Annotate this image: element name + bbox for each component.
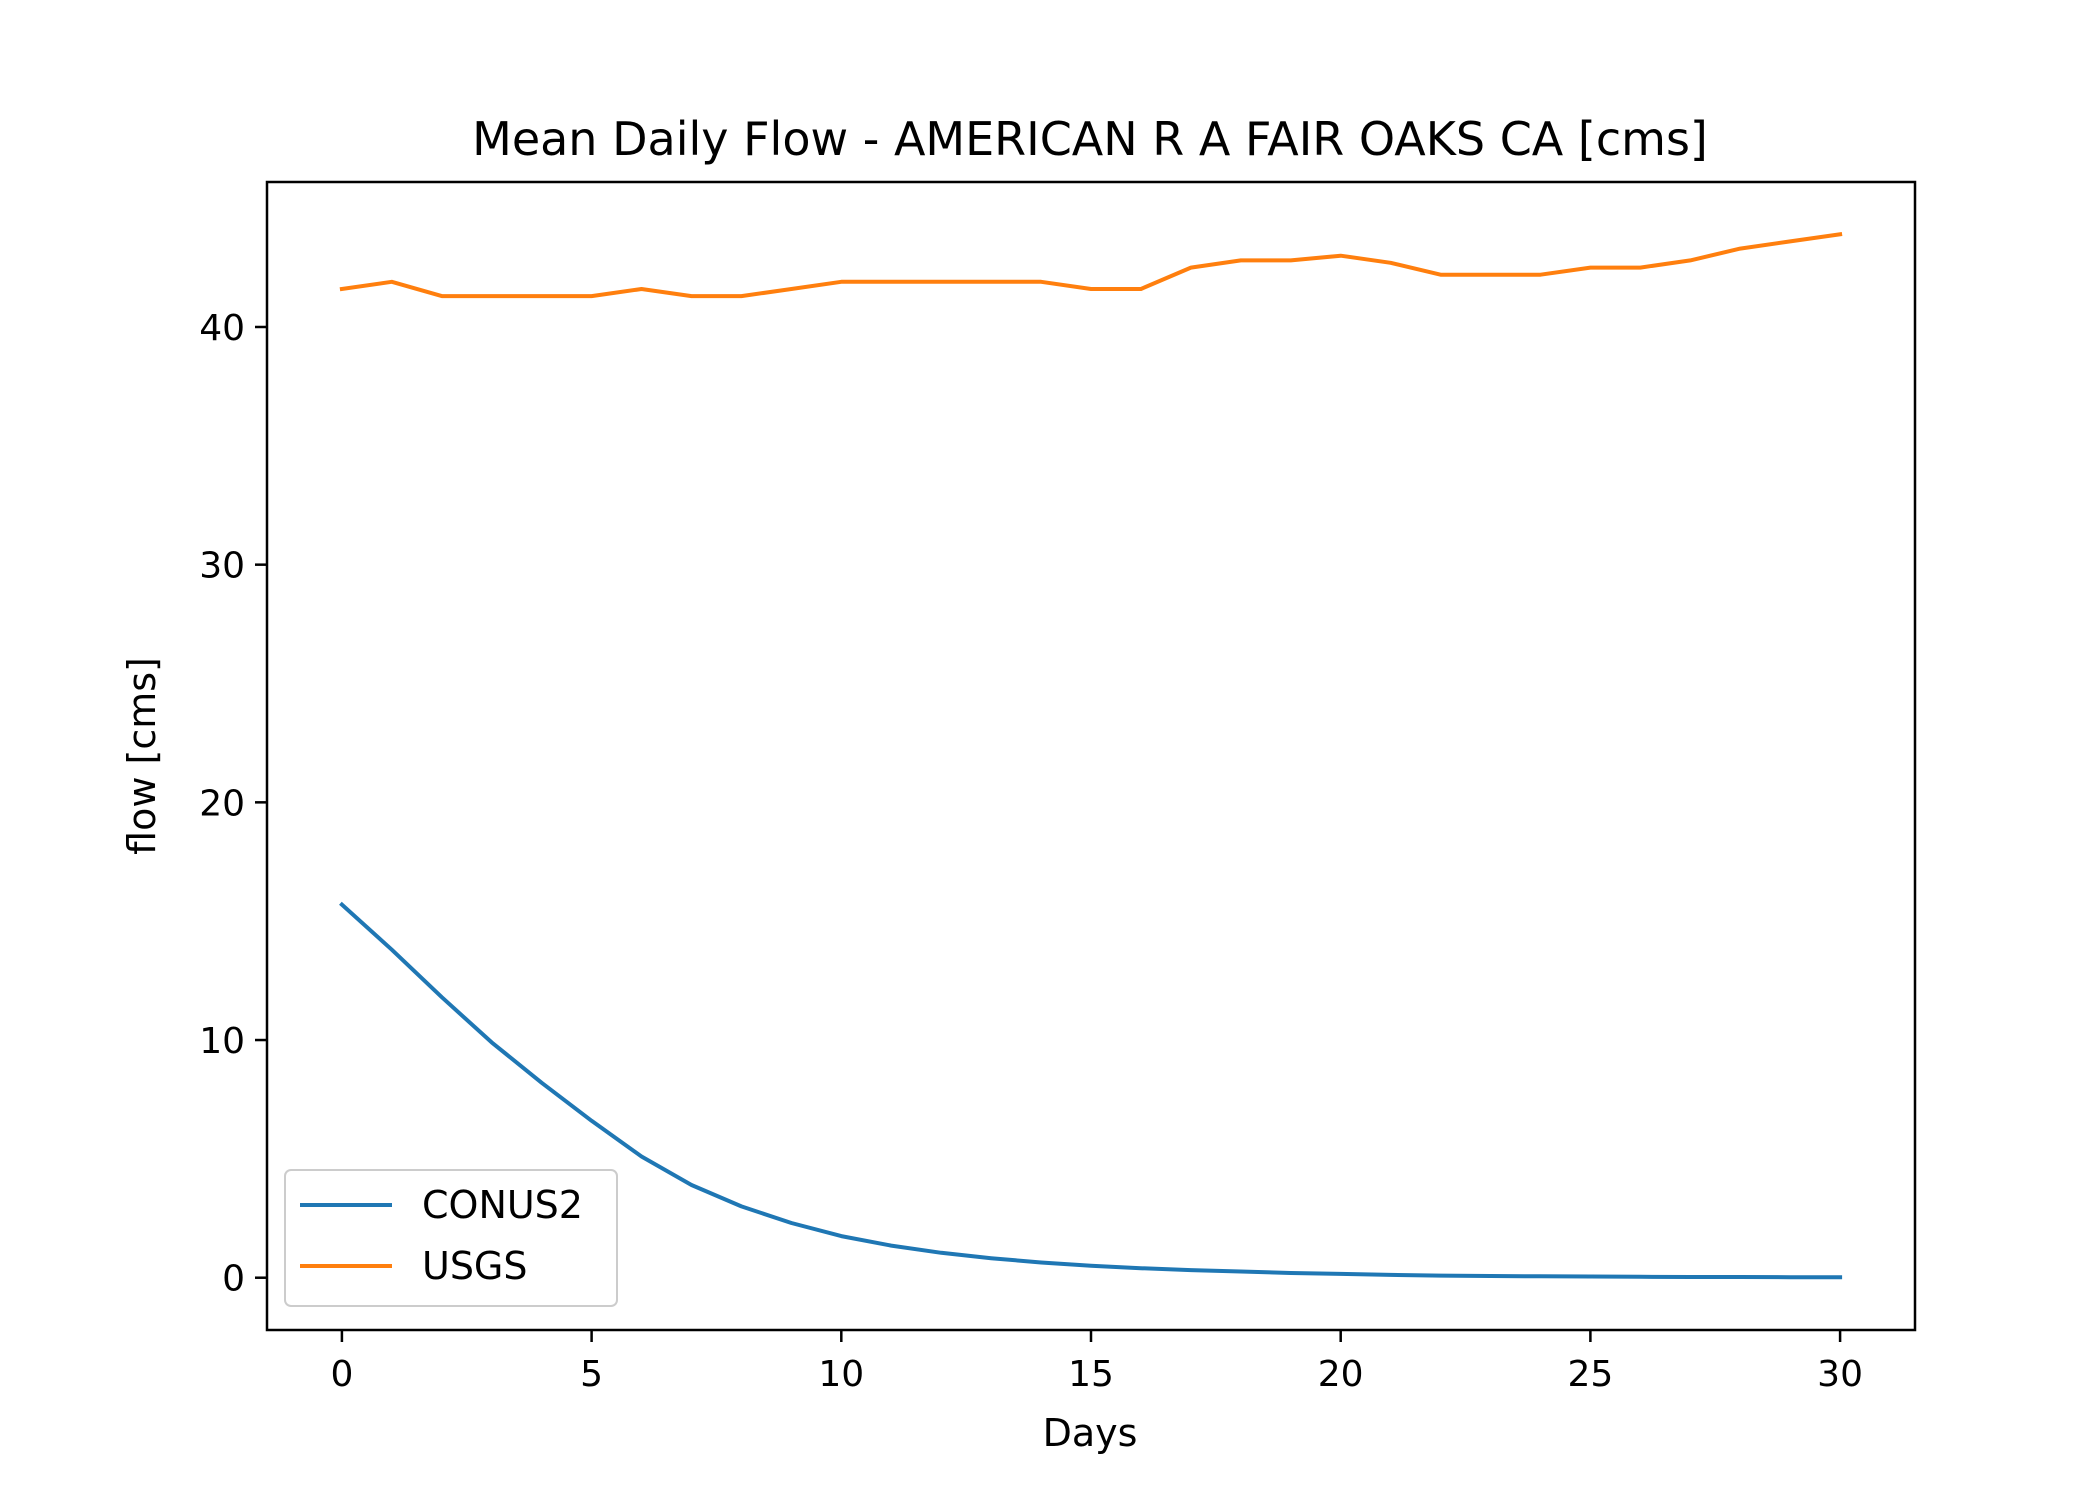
legend-label-conus2: CONUS2 [422,1183,583,1227]
y-tick-label: 40 [199,308,245,349]
chart-title: Mean Daily Flow - AMERICAN R A FAIR OAKS… [472,112,1708,166]
y-tick-label: 0 [222,1259,245,1300]
x-tick-label: 30 [1817,1354,1863,1395]
x-tick-label: 10 [818,1354,864,1395]
x-tick-label: 25 [1567,1354,1613,1395]
series-layer [339,232,1843,1280]
y-tick-label: 10 [199,1021,245,1062]
x-tick-label: 5 [580,1354,603,1395]
y-axis-label: flow [cms] [120,657,164,855]
x-tick-label: 15 [1068,1354,1114,1395]
legend: CONUS2 USGS [284,1169,618,1307]
series-line-conus2 [339,901,1843,1280]
y-axis-ticks: 0 10 20 30 40 [199,308,267,1300]
series-line-usgs [339,232,1843,299]
x-axis-label: Days [1043,1411,1138,1455]
y-tick-label: 30 [199,546,245,587]
x-tick-label: 20 [1318,1354,1364,1395]
legend-label-usgs: USGS [422,1244,528,1288]
x-tick-label: 0 [330,1354,353,1395]
x-axis-ticks: 0 5 10 15 20 25 30 [330,1330,1863,1395]
y-tick-label: 20 [199,783,245,824]
